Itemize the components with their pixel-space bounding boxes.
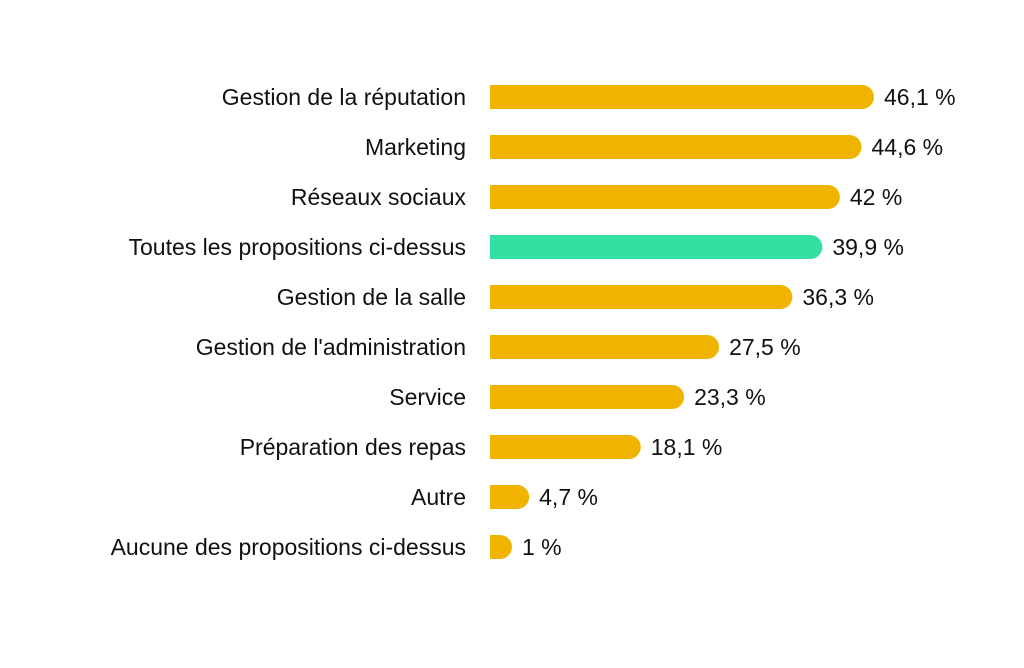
value-label: 4,7 % <box>539 484 598 510</box>
value-label: 39,9 % <box>832 234 904 260</box>
value-labels: 46,1 % 44,6 % 42 % 39,9 % 36,3 %27,5 % 23,3 %… <box>522 84 956 560</box>
category-labels: Gestion de la réputation Marketing Réseaux… <box>111 84 467 560</box>
category-label: Gestion de la salle <box>277 284 466 310</box>
bar <box>490 85 874 109</box>
value-label: 42 % <box>850 184 902 210</box>
category-label: Gestion de la réputation <box>222 84 466 110</box>
category-label: Gestion de l'administration <box>196 334 466 360</box>
category-label: Aucune des propositions ci-dessus <box>111 534 466 560</box>
category-label: Réseaux sociaux <box>291 184 467 210</box>
value-label: 44,6 % <box>872 134 944 160</box>
value-label: 36,3 % <box>802 284 874 310</box>
category-label: Autre <box>411 484 466 510</box>
category-label: Service <box>389 384 466 410</box>
bar <box>490 185 840 209</box>
bar <box>490 285 793 309</box>
bar <box>490 535 512 559</box>
value-label: 46,1 % <box>884 84 956 110</box>
value-label: 18,1 % <box>651 434 723 460</box>
category-label: Marketing <box>365 134 466 160</box>
bar <box>490 135 862 159</box>
bar <box>490 235 823 259</box>
value-label: 23,3 % <box>694 384 766 410</box>
bars <box>490 85 874 559</box>
category-label: Préparation des repas <box>240 434 466 460</box>
value-label: 27,5 % <box>729 334 801 360</box>
bar <box>490 485 530 509</box>
bar <box>490 335 720 359</box>
value-label: 1 % <box>522 534 562 560</box>
bar <box>490 385 685 409</box>
bar <box>490 435 641 459</box>
category-label: Toutes les propositions ci-dessus <box>129 234 467 260</box>
